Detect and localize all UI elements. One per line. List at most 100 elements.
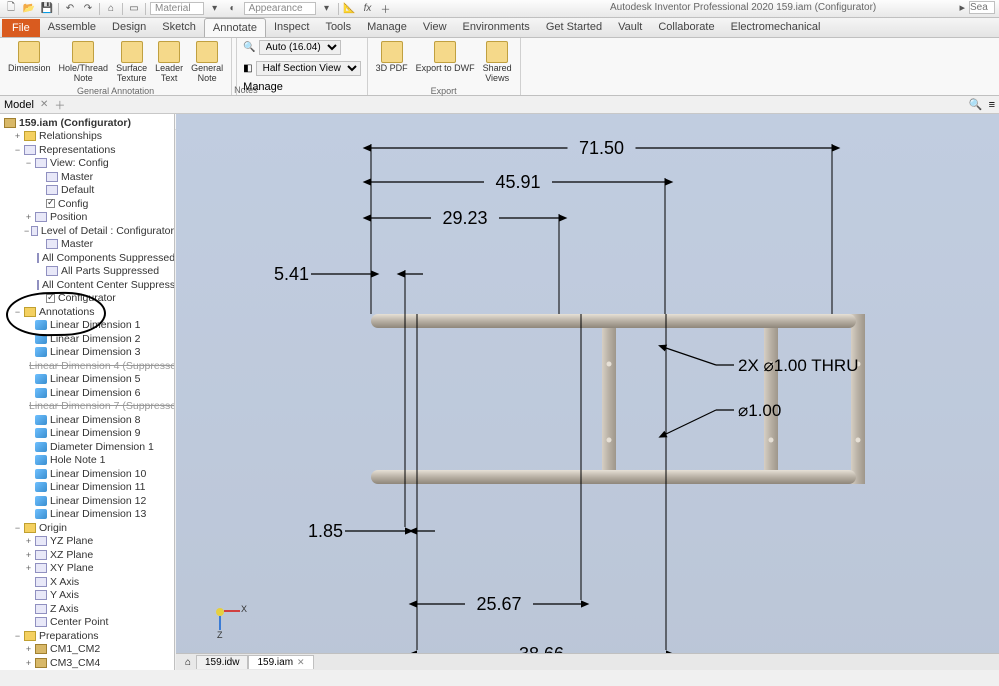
doc-tab[interactable]: 159.iam✕ bbox=[248, 655, 313, 669]
ribbon-tab-get-started[interactable]: Get Started bbox=[538, 18, 610, 37]
tree-node[interactable]: Linear Dimension 12 bbox=[0, 494, 174, 508]
ribbon-tab-annotate[interactable]: Annotate bbox=[204, 18, 266, 37]
tree-node[interactable]: Config bbox=[0, 197, 174, 211]
search-arrow-icon[interactable]: ▸ bbox=[959, 1, 965, 14]
qat-fx-icon[interactable]: fx bbox=[361, 2, 375, 16]
section-selector[interactable]: Half Section View bbox=[256, 61, 361, 76]
tree-node[interactable]: +CM3_CM4 bbox=[0, 656, 174, 670]
ribbon-tab-manage[interactable]: Manage bbox=[359, 18, 415, 37]
tree-node[interactable]: Y Axis bbox=[0, 589, 174, 603]
ribbon-tab-electromechanical[interactable]: Electromechanical bbox=[723, 18, 829, 37]
tree-node[interactable]: −View: Config bbox=[0, 157, 174, 171]
qat-plus-icon[interactable]: ＋ bbox=[379, 2, 393, 16]
home-icon[interactable]: ⌂ bbox=[180, 657, 196, 668]
tree-twisty-icon[interactable]: − bbox=[13, 631, 22, 641]
ribbon-3d-pdf[interactable]: 3D PDF bbox=[374, 40, 410, 75]
ribbon-general[interactable]: GeneralNote bbox=[189, 40, 225, 85]
tree-node[interactable]: +YZ Plane bbox=[0, 535, 174, 549]
tree-node[interactable]: All Content Center Suppressed bbox=[0, 278, 174, 292]
tree-twisty-icon[interactable]: − bbox=[24, 158, 33, 168]
tree-node[interactable]: Linear Dimension 11 bbox=[0, 481, 174, 495]
tree-node[interactable]: −Annotations bbox=[0, 305, 174, 319]
close-icon[interactable]: ✕ bbox=[297, 657, 305, 667]
tree-node[interactable]: Linear Dimension 8 bbox=[0, 413, 174, 427]
ribbon-tab-sketch[interactable]: Sketch bbox=[154, 18, 204, 37]
ribbon-tab-inspect[interactable]: Inspect bbox=[266, 18, 317, 37]
tree-twisty-icon[interactable]: − bbox=[13, 307, 22, 317]
tree-node[interactable]: +CM1_CM2 bbox=[0, 643, 174, 657]
search-input[interactable] bbox=[969, 1, 995, 14]
ribbon-tab-tools[interactable]: Tools bbox=[317, 18, 359, 37]
tree-node[interactable]: All Parts Suppressed bbox=[0, 265, 174, 279]
ribbon-tab-view[interactable]: View bbox=[415, 18, 455, 37]
ribbon-leader[interactable]: LeaderText bbox=[153, 40, 185, 85]
add-tab-icon[interactable]: ＋ bbox=[54, 97, 65, 113]
qat-new-icon[interactable]: 🗋 bbox=[4, 2, 18, 16]
tree-node[interactable]: −Origin bbox=[0, 521, 174, 535]
tree-twisty-icon[interactable]: + bbox=[24, 644, 33, 654]
tree-node[interactable]: Linear Dimension 9 bbox=[0, 427, 174, 441]
browser-tab-model[interactable]: Model bbox=[4, 99, 34, 111]
scale-selector[interactable]: Auto (16.04) bbox=[259, 40, 341, 55]
ribbon-tab-environments[interactable]: Environments bbox=[455, 18, 538, 37]
tree-node[interactable]: +Relationships bbox=[0, 130, 174, 144]
ribbon-tab-assemble[interactable]: Assemble bbox=[40, 18, 104, 37]
tree-twisty-icon[interactable]: + bbox=[24, 563, 33, 573]
tree-node[interactable]: Linear Dimension 10 bbox=[0, 467, 174, 481]
tree-node[interactable]: Z Axis bbox=[0, 602, 174, 616]
tree-node[interactable]: Center Point bbox=[0, 616, 174, 630]
tree-node[interactable]: Default bbox=[0, 184, 174, 198]
tree-root[interactable]: 159.iam (Configurator) bbox=[0, 116, 174, 130]
tree-node[interactable]: Linear Dimension 4 (Suppressed) bbox=[0, 359, 174, 373]
qat-redo-icon[interactable]: ↷ bbox=[81, 2, 95, 16]
tree-node[interactable]: Configurator bbox=[0, 292, 174, 306]
tree-node[interactable]: Master bbox=[0, 170, 174, 184]
tree-twisty-icon[interactable]: + bbox=[24, 536, 33, 546]
tree-node[interactable]: Linear Dimension 5 bbox=[0, 373, 174, 387]
tree-node[interactable]: Master bbox=[0, 238, 174, 252]
search-icon[interactable]: 🔍 bbox=[969, 98, 983, 111]
tree-node[interactable]: +XZ Plane bbox=[0, 548, 174, 562]
viewport[interactable]: 71.5045.9129.235.411.8525.6738.662X ⌀1.0… bbox=[176, 114, 999, 670]
tree-twisty-icon[interactable]: + bbox=[24, 658, 33, 668]
tree-node[interactable]: Linear Dimension 13 bbox=[0, 508, 174, 522]
tree-node[interactable]: −Preparations bbox=[0, 629, 174, 643]
tree-node[interactable]: Linear Dimension 7 (Suppressed) bbox=[0, 400, 174, 414]
tree-node[interactable]: Diameter Dimension 1 bbox=[0, 440, 174, 454]
tree-twisty-icon[interactable]: − bbox=[24, 226, 29, 236]
ribbon-hole-thread[interactable]: Hole/ThreadNote bbox=[57, 40, 111, 85]
ribbon-tab-design[interactable]: Design bbox=[104, 18, 154, 37]
tree-twisty-icon[interactable]: + bbox=[24, 550, 33, 560]
qat-open-icon[interactable]: 📂 bbox=[22, 2, 36, 16]
ribbon-export-to-dwf[interactable]: Export to DWF bbox=[414, 40, 477, 75]
qat-save-icon[interactable]: 💾 bbox=[40, 2, 54, 16]
tree-node[interactable]: Linear Dimension 3 bbox=[0, 346, 174, 360]
tree-node[interactable]: Linear Dimension 6 bbox=[0, 386, 174, 400]
appearance-swatch-icon[interactable]: ◐ bbox=[226, 2, 240, 16]
tree-node[interactable]: +Position bbox=[0, 211, 174, 225]
appearance-selector[interactable]: Appearance bbox=[244, 2, 316, 15]
tree-twisty-icon[interactable]: + bbox=[24, 212, 33, 222]
ribbon-dimension[interactable]: Dimension bbox=[6, 40, 53, 75]
qat-undo-icon[interactable]: ↶ bbox=[63, 2, 77, 16]
tree-node[interactable]: Linear Dimension 2 bbox=[0, 332, 174, 346]
tree-node[interactable]: X Axis bbox=[0, 575, 174, 589]
axis-gizmo[interactable] bbox=[206, 592, 246, 632]
qat-home-icon[interactable]: ⌂ bbox=[104, 2, 118, 16]
tree-node[interactable]: −Representations bbox=[0, 143, 174, 157]
qat-measure-icon[interactable]: 📐 bbox=[343, 2, 357, 16]
ribbon-surface[interactable]: SurfaceTexture bbox=[114, 40, 149, 85]
ribbon-shared[interactable]: SharedViews bbox=[481, 40, 514, 85]
menu-icon[interactable]: ≡ bbox=[989, 99, 995, 111]
tree-node[interactable]: All Components Suppressed bbox=[0, 251, 174, 265]
material-selector[interactable]: Material bbox=[150, 2, 204, 15]
qat-select-icon[interactable]: ▭ bbox=[127, 2, 141, 16]
tree-twisty-icon[interactable]: + bbox=[13, 131, 22, 141]
tree-node[interactable]: Linear Dimension 1 bbox=[0, 319, 174, 333]
ribbon-tab-collaborate[interactable]: Collaborate bbox=[650, 18, 722, 37]
tree-node[interactable]: +XY Plane bbox=[0, 562, 174, 576]
ribbon-tab-vault[interactable]: Vault bbox=[610, 18, 650, 37]
tree-node[interactable]: −Level of Detail : Configurator bbox=[0, 224, 174, 238]
file-tab[interactable]: File bbox=[2, 19, 40, 37]
tree-twisty-icon[interactable]: − bbox=[13, 523, 22, 533]
